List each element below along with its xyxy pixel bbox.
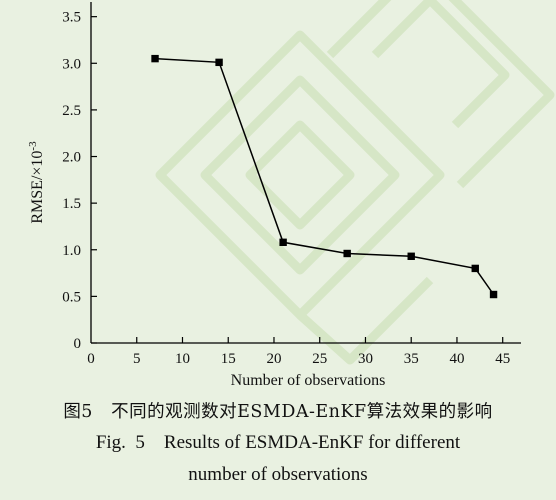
y-tick-label: 2.0 — [62, 150, 81, 166]
data-point — [279, 238, 287, 247]
y-axis-label: RMSE/×10-3 — [27, 141, 46, 224]
watermark-logo — [155, 0, 555, 365]
x-axis-label: Number of observations — [231, 372, 386, 389]
figure-caption-english-line1: Fig. 5 Results of ESMDA-EnKF for differe… — [95, 432, 461, 453]
y-tick-label: 1.0 — [62, 243, 81, 259]
y-tick-label: 2.5 — [62, 103, 81, 119]
x-origin-label: 0 — [87, 351, 95, 367]
chart-svg: 0 0.5 1.0 1.5 2.0 2.5 3.0 3.5 5 10 15 20 25 30 35 40 45 0… — [27, 0, 555, 389]
x-tick-label: 25 — [312, 351, 327, 367]
y-tick-label: 0.5 — [62, 289, 81, 305]
series-layer — [151, 54, 498, 299]
y-axis-label-exponent: -3 — [27, 141, 39, 151]
axes: 0 0.5 1.0 1.5 2.0 2.5 3.0 3.5 5 10 15 20 25 30 35 40 45 0… — [27, 2, 521, 389]
x-tick-label: 5 — [133, 351, 141, 367]
y-tick-label: 1.5 — [62, 196, 81, 212]
figure-caption-english-line2: number of observations — [188, 464, 368, 485]
data-point — [471, 264, 479, 273]
x-tick-label: 15 — [221, 351, 236, 367]
data-point — [407, 252, 415, 260]
x-tick-label: 30 — [358, 351, 373, 367]
data-point — [343, 249, 351, 258]
y-tick-label: 0 — [74, 336, 82, 352]
figure-caption-chinese: 图5 不同的观测数对ESMDA-EnKF算法效果的影响 — [63, 402, 493, 422]
y-tick-label: 3.0 — [62, 56, 81, 72]
chart: 0 0.5 1.0 1.5 2.0 2.5 3.0 3.5 5 10 15 20 25 30 35 40 45 0… — [27, 0, 555, 389]
data-point — [489, 290, 498, 299]
x-tick-label: 45 — [495, 351, 510, 367]
x-tick-label: 10 — [175, 351, 190, 367]
x-tick-label: 40 — [449, 351, 464, 367]
data-point — [151, 54, 159, 63]
data-point — [215, 58, 223, 67]
x-tick-label: 20 — [266, 351, 281, 367]
y-tick-label: 3.5 — [62, 10, 81, 26]
x-tick-label: 35 — [404, 351, 419, 367]
